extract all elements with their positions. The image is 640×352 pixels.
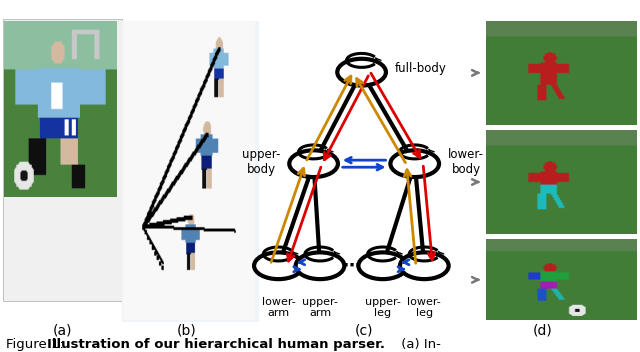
Circle shape xyxy=(296,252,344,279)
Circle shape xyxy=(400,252,449,279)
Text: lower-
leg: lower- leg xyxy=(408,297,441,318)
Circle shape xyxy=(289,150,338,177)
Text: (a): (a) xyxy=(53,324,72,338)
Text: upper-
leg: upper- leg xyxy=(365,297,401,318)
Text: upper-
arm: upper- arm xyxy=(302,297,338,318)
Text: full-body: full-body xyxy=(395,62,447,75)
Circle shape xyxy=(358,252,407,279)
Circle shape xyxy=(254,252,303,279)
Text: lower-
body: lower- body xyxy=(448,148,484,176)
Text: ⋯: ⋯ xyxy=(342,257,360,275)
Text: (c): (c) xyxy=(355,324,372,338)
Text: (d): (d) xyxy=(533,324,552,338)
FancyBboxPatch shape xyxy=(122,21,259,322)
Text: upper-
body: upper- body xyxy=(242,148,280,176)
Text: (b): (b) xyxy=(177,324,196,338)
Circle shape xyxy=(390,150,439,177)
Text: Figure 1:: Figure 1: xyxy=(6,339,68,351)
Text: (a) In-: (a) In- xyxy=(397,339,441,351)
FancyBboxPatch shape xyxy=(3,19,122,301)
Text: Illustration of our hierarchical human parser.: Illustration of our hierarchical human p… xyxy=(47,339,385,351)
Text: lower-
arm: lower- arm xyxy=(262,297,295,318)
Circle shape xyxy=(337,59,386,86)
